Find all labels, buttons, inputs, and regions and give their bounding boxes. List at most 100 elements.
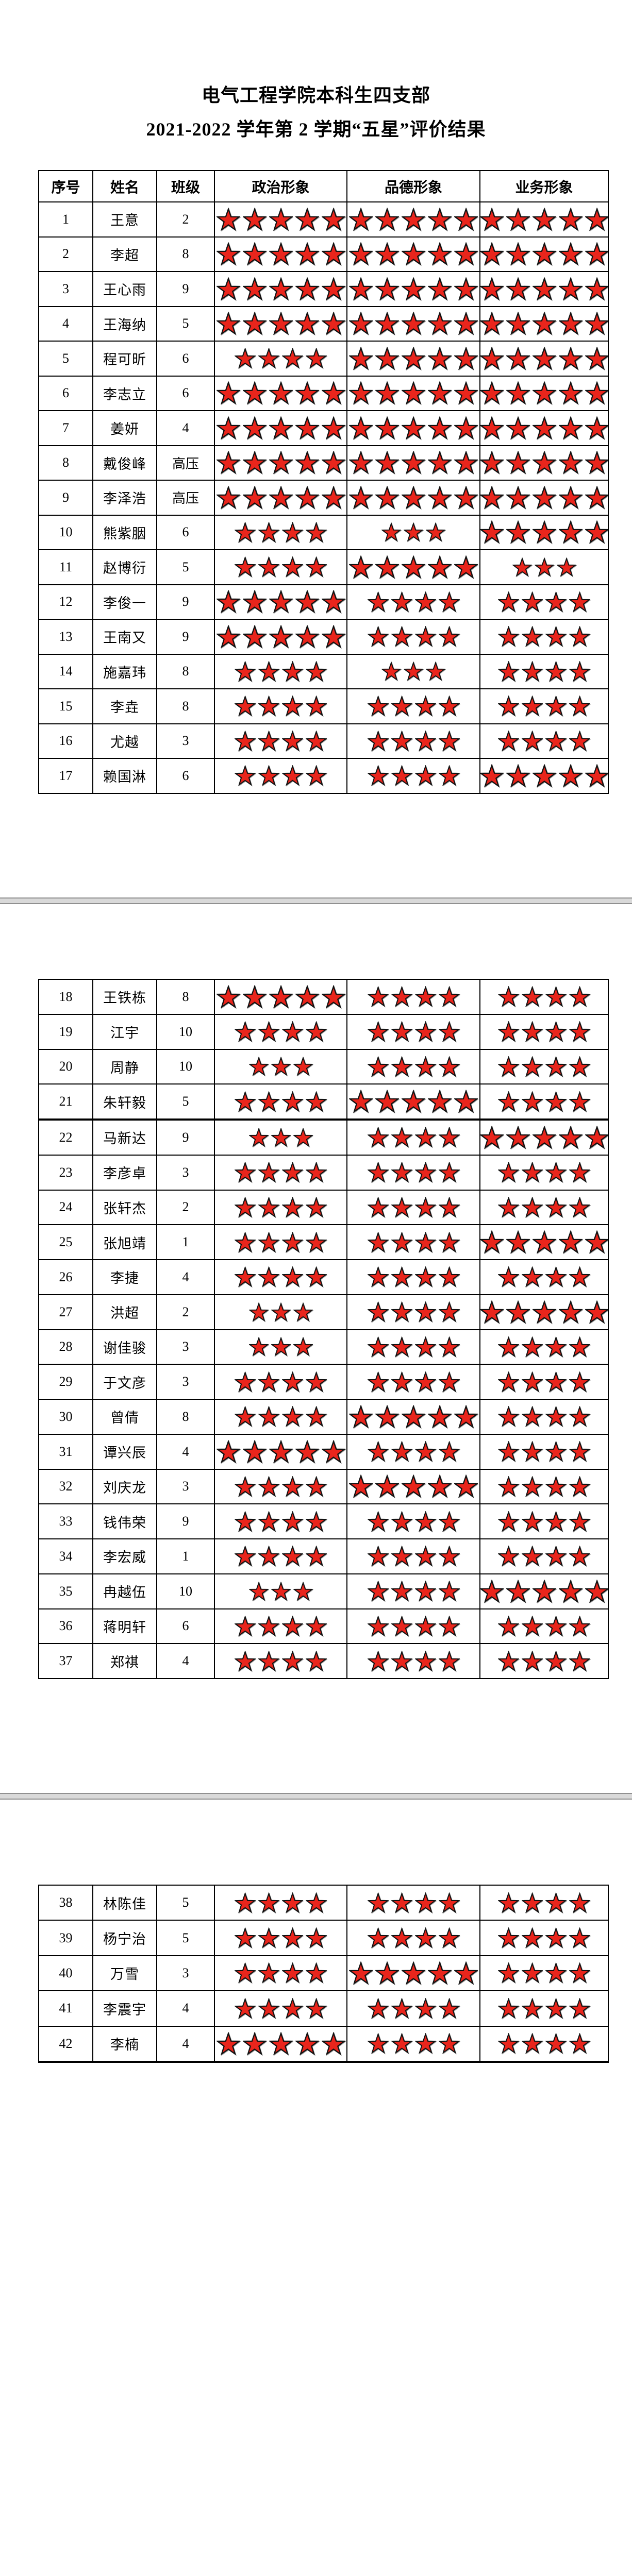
red-star-icon — [481, 764, 504, 788]
red-star-icon — [295, 277, 319, 301]
red-star-icon — [258, 1162, 279, 1183]
red-star-icon — [391, 1021, 412, 1042]
red-star-icon — [585, 346, 607, 370]
table-row: 2 李超 8 — [38, 236, 609, 272]
star-rating — [215, 1921, 346, 1954]
red-star-icon — [349, 312, 373, 335]
moral-stars-cell — [346, 1189, 480, 1226]
red-star-icon — [545, 1997, 567, 2019]
red-star-icon — [545, 1266, 567, 1287]
red-star-icon — [349, 451, 373, 474]
serial-cell: 2 — [38, 236, 93, 272]
business-stars-cell — [479, 584, 609, 620]
red-star-icon — [391, 1127, 412, 1148]
business-stars-cell — [479, 979, 609, 1015]
red-star-icon — [585, 1230, 607, 1254]
red-star-icon — [402, 555, 425, 579]
red-star-icon — [522, 986, 543, 1007]
star-rating — [481, 724, 607, 757]
red-star-icon — [235, 1476, 256, 1497]
class-cell: 高压 — [156, 445, 215, 481]
red-star-icon — [321, 590, 345, 614]
star-rating — [481, 1609, 607, 1642]
red-star-icon — [414, 1927, 436, 1948]
red-star-icon — [558, 485, 583, 510]
red-star-icon — [414, 1581, 436, 1602]
red-star-icon — [242, 416, 267, 440]
red-star-icon — [391, 1581, 412, 1602]
red-star-icon — [545, 1962, 567, 1984]
star-rating — [348, 307, 479, 340]
red-star-icon — [402, 242, 425, 266]
red-star-icon — [235, 1511, 256, 1532]
red-star-icon — [375, 1404, 399, 1429]
political-stars-cell — [214, 619, 347, 655]
serial-cell: 1 — [38, 201, 93, 238]
red-star-icon — [402, 381, 425, 405]
red-star-icon — [271, 1581, 291, 1601]
moral-stars-cell — [346, 1433, 480, 1470]
red-star-icon — [306, 556, 327, 578]
serial-cell: 37 — [38, 1643, 93, 1679]
red-star-icon — [349, 416, 373, 440]
moral-stars-cell — [346, 619, 480, 655]
red-star-icon — [367, 1371, 389, 1393]
name-cell: 林陈佳 — [92, 1884, 157, 1921]
red-star-icon — [242, 985, 267, 1009]
political-stars-cell — [214, 410, 347, 446]
red-star-icon — [438, 1615, 460, 1637]
red-star-icon — [532, 485, 556, 510]
red-star-icon — [391, 1266, 412, 1287]
red-star-icon — [248, 1581, 269, 1601]
serial-cell: 5 — [38, 341, 93, 377]
serial-cell: 19 — [38, 1013, 93, 1050]
red-star-icon — [258, 1091, 279, 1112]
red-star-icon — [506, 764, 530, 788]
red-star-icon — [242, 312, 267, 335]
red-star-icon — [506, 242, 530, 266]
moral-stars-cell — [346, 584, 480, 620]
red-star-icon — [216, 381, 240, 405]
red-star-icon — [545, 1615, 567, 1637]
political-stars-cell — [214, 1189, 347, 1226]
business-stars-cell — [479, 1013, 609, 1050]
red-star-icon — [414, 1615, 436, 1637]
red-star-icon — [481, 1125, 504, 1149]
business-stars-cell — [479, 514, 609, 550]
star-rating — [481, 1957, 607, 1990]
red-star-icon — [375, 312, 399, 335]
red-star-icon — [349, 1090, 373, 1113]
political-stars-cell — [214, 1259, 347, 1295]
red-star-icon — [258, 1997, 279, 2019]
red-star-icon — [242, 207, 267, 231]
business-stars-cell — [479, 1119, 609, 1156]
serial-cell: 25 — [38, 1224, 93, 1260]
political-stars-cell — [214, 688, 347, 724]
table-row: 32 刘庆龙 3 — [38, 1468, 609, 1505]
red-star-icon — [522, 1476, 543, 1497]
red-star-icon — [269, 451, 293, 474]
star-rating — [481, 1261, 607, 1294]
star-rating — [481, 273, 607, 306]
name-cell: 熊紫胭 — [92, 514, 157, 550]
serial-cell: 33 — [38, 1503, 93, 1539]
red-star-icon — [269, 2031, 293, 2056]
political-stars-cell — [214, 1154, 347, 1191]
red-star-icon — [454, 1961, 478, 1985]
table-row: 7 姜妍 4 — [38, 410, 609, 446]
star-rating — [481, 1470, 607, 1503]
political-stars-cell — [214, 514, 347, 550]
red-star-icon — [306, 1406, 327, 1427]
star-rating — [215, 620, 346, 653]
red-star-icon — [367, 986, 389, 1007]
red-star-icon — [498, 1162, 519, 1183]
red-star-icon — [438, 1371, 460, 1393]
red-star-icon — [258, 1511, 279, 1532]
red-star-icon — [522, 1406, 543, 1427]
red-star-icon — [391, 765, 412, 786]
business-stars-cell — [479, 201, 609, 238]
red-star-icon — [235, 1892, 256, 1913]
star-rating — [348, 1156, 479, 1189]
document-title-line1: 电气工程学院本科生四支部 — [201, 85, 430, 106]
serial-cell: 12 — [38, 584, 93, 620]
